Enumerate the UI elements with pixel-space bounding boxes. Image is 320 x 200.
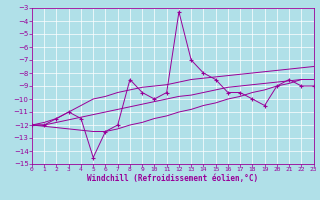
X-axis label: Windchill (Refroidissement éolien,°C): Windchill (Refroidissement éolien,°C) [87,174,258,183]
